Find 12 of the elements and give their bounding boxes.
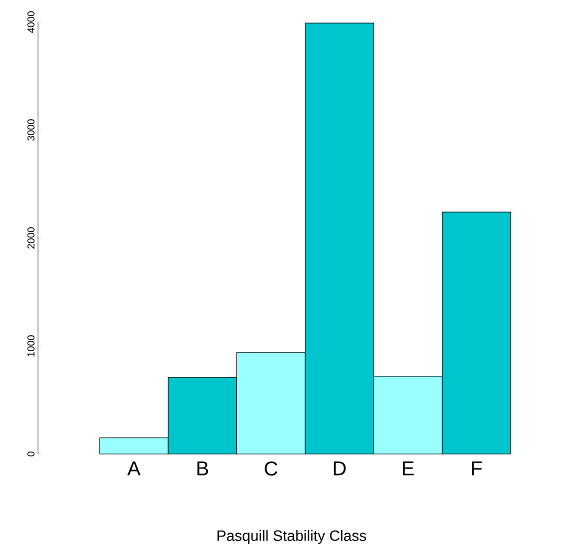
x-axis-title: Pasquill Stability Class: [218, 530, 366, 544]
x-tick-label: E: [402, 462, 414, 476]
x-tick-label: D: [334, 462, 346, 476]
y-tick-label: 0: [27, 452, 34, 456]
y-tick-label: 3000: [27, 119, 34, 141]
x-tick-label: C: [264, 462, 278, 476]
y-tick-label: 2000: [27, 227, 34, 249]
x-tick-label: F: [472, 462, 482, 476]
x-tick-label: B: [197, 462, 208, 476]
y-tick-label: 1000: [27, 335, 34, 356]
x-tick-label: A: [127, 462, 141, 476]
y-tick-label: 4000: [27, 11, 34, 33]
